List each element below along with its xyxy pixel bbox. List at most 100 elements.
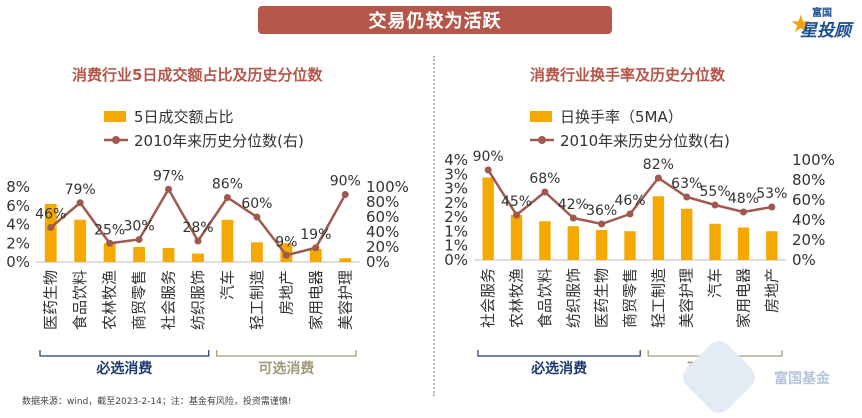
- bar: [539, 221, 551, 260]
- percentile-point: [484, 166, 492, 174]
- brand-logo: ★ 富国 星投顾: [790, 2, 860, 42]
- legend-bar-swatch: [104, 111, 126, 122]
- footnote: 数据来源：wind，截至2023-2-14；注：基金有风险，投资需谨慎!: [22, 397, 292, 407]
- logo-small-text: 富国: [812, 8, 832, 19]
- category-label: 食品饮料: [71, 270, 89, 330]
- bar: [482, 177, 494, 260]
- percentile-label: 55%: [700, 184, 731, 200]
- group-label: 必选消费: [95, 360, 152, 377]
- left-axis-tick: 1%: [444, 222, 468, 240]
- left-axis-tick: 6%: [6, 197, 30, 215]
- bar: [510, 215, 523, 260]
- percentile-point: [768, 203, 776, 211]
- right-axis-tick: 60%: [366, 208, 399, 226]
- percentile-label: 19%: [300, 227, 331, 243]
- category-label: 美容护理: [678, 268, 696, 328]
- bar: [103, 243, 116, 262]
- watermark: 富国基金: [677, 335, 860, 418]
- left-axis-tick: 3%: [444, 180, 468, 198]
- category-label: 农林牧渔: [101, 270, 119, 330]
- left-axis-tick: 2%: [444, 194, 468, 212]
- category-label: 医药生物: [593, 268, 611, 328]
- left-axis-tick: 1%: [444, 237, 468, 255]
- percentile-label: 86%: [212, 177, 243, 193]
- left-axis-tick: 8%: [6, 178, 30, 196]
- percentile-point: [513, 211, 521, 219]
- bar: [339, 258, 352, 262]
- percentile-point: [194, 237, 202, 245]
- logo-big-text: 星投顾: [800, 21, 851, 41]
- bar: [162, 247, 175, 262]
- percentile-point: [541, 188, 549, 196]
- bar: [681, 208, 693, 260]
- percentile-label: 46%: [614, 193, 645, 209]
- bar: [74, 219, 87, 262]
- legend-line-label: 2010年来历史分位数(右): [560, 132, 730, 150]
- percentile-label: 48%: [728, 191, 759, 207]
- category-label: 房地产: [763, 268, 781, 313]
- bar: [221, 219, 234, 262]
- percentile-label: 46%: [35, 207, 66, 223]
- legend-bar-swatch: [530, 111, 552, 122]
- percentile-point: [165, 185, 173, 193]
- watermark-text: 富国基金: [774, 371, 830, 387]
- percentile-label: 82%: [643, 157, 674, 173]
- right-chart: 日换手率（5MA）2010年来历史分位数(右)4%3%3%2%2%1%1%0%1…: [444, 108, 835, 377]
- legend-bar-label: 日换手率（5MA）: [560, 108, 683, 126]
- category-label: 美容护理: [336, 270, 354, 330]
- percentile-label: 68%: [529, 171, 560, 187]
- legend-line-marker: [538, 136, 546, 144]
- category-label: 商贸零售: [621, 268, 639, 328]
- category-label: 轻工制造: [248, 270, 266, 330]
- left-axis-tick: 3%: [444, 165, 468, 183]
- right-axis-tick: 20%: [792, 231, 825, 249]
- category-label: 汽车: [218, 270, 236, 300]
- percentile-point: [282, 251, 290, 259]
- left-axis-tick: 0%: [444, 251, 468, 269]
- category-label: 农林牧渔: [508, 268, 526, 328]
- bar: [44, 203, 57, 262]
- percentile-label: 53%: [756, 186, 787, 202]
- percentile-point: [47, 224, 55, 231]
- category-label: 纺织服饰: [564, 268, 582, 328]
- group-label: 可选消费: [258, 360, 314, 377]
- bar: [567, 226, 579, 260]
- percentile-label: 63%: [671, 176, 702, 192]
- percentile-point: [253, 213, 261, 221]
- left-axis-tick: 2%: [6, 234, 30, 252]
- right-axis-tick: 0%: [792, 251, 816, 269]
- percentile-label: 30%: [124, 219, 155, 235]
- percentile-point: [654, 174, 662, 182]
- percentile-point: [76, 199, 84, 207]
- legend-line-marker: [112, 136, 120, 144]
- percentile-point: [135, 236, 143, 243]
- group-bracket: [216, 350, 357, 357]
- left-chart: 5日成交额占比2010年来历史分位数(右)8%6%4%2%0%100%80%60…: [6, 108, 409, 377]
- percentile-label: 90%: [330, 174, 361, 190]
- right-axis-tick: 40%: [366, 223, 399, 241]
- category-label: 汽车: [706, 268, 724, 298]
- percentile-label: 97%: [153, 168, 184, 184]
- legend-bar-label: 5日成交额占比: [134, 108, 234, 126]
- bar: [309, 248, 322, 262]
- left-axis-tick: 4%: [6, 216, 30, 234]
- bar: [737, 227, 750, 260]
- percentile-point: [106, 239, 114, 247]
- bar: [652, 196, 665, 260]
- group-label: 必选消费: [530, 360, 587, 377]
- percentile-point: [683, 193, 691, 201]
- bar: [192, 253, 204, 262]
- right-axis-tick: 60%: [792, 191, 825, 209]
- percentile-point: [626, 210, 634, 218]
- category-label: 房地产: [277, 270, 295, 315]
- category-label: 纺织服饰: [189, 270, 207, 330]
- right-axis-tick: 100%: [792, 151, 835, 169]
- percentile-label: 28%: [182, 220, 213, 236]
- slide-banner: 交易仍较为活跃: [258, 6, 612, 34]
- percentile-point: [341, 191, 349, 198]
- category-label: 社会服务: [479, 268, 497, 328]
- left-axis-tick: 4%: [444, 151, 468, 169]
- bar: [133, 247, 145, 262]
- percentile-point: [711, 201, 719, 209]
- percentile-label: 42%: [558, 197, 589, 213]
